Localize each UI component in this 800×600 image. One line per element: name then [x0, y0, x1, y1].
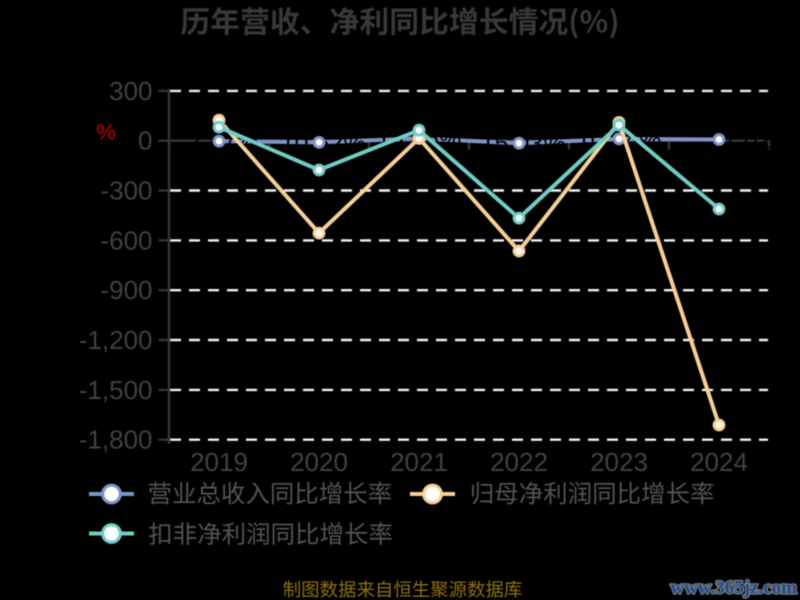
legend-item-non-recurring-profit-growth[interactable]: 扣非净利润同比增长率 [89, 520, 394, 548]
watermark-text: www.365jz.com [670, 578, 797, 599]
chart-title-glyphs [180, 6, 618, 39]
x-tick-label: 2020 [290, 447, 348, 477]
ticklabel-layer: 300 0 -300 -600 -900 -1,200 -1,500 -1,800 2019 20… [79, 76, 748, 477]
data-point-marker [512, 136, 526, 150]
legend-label-glyphs [149, 522, 392, 545]
data-point-marker [212, 134, 226, 148]
y-tick-label: -300 [100, 176, 152, 206]
watermark: www.365jz.com www.365jz.com [669, 576, 798, 599]
data-point-label: 7.02% [723, 127, 794, 155]
x-tick-label: 2024 [690, 447, 748, 477]
y-tick-label: -1,500 [79, 375, 153, 405]
data-point-marker [212, 120, 226, 134]
x-tick-label: 2022 [490, 447, 548, 477]
chart-title: 历年营收、净利同比增长情况(%) [180, 6, 618, 39]
data-point-marker [712, 133, 726, 146]
data-point-marker [712, 202, 726, 216]
x-tick-label: 2021 [390, 447, 448, 477]
data-point-marker [312, 226, 326, 240]
series-1 [212, 113, 726, 432]
series-line [217, 118, 721, 427]
data-point-marker [312, 163, 326, 177]
legend-label-glyphs [148, 481, 391, 505]
data-point-marker [512, 244, 526, 258]
y-axis-unit-label: % [96, 120, 116, 145]
data-point-marker [412, 123, 426, 137]
source-note-glyphs [283, 580, 522, 598]
x-tick-label: 2019 [190, 447, 248, 477]
source-note: 制图数据来自恒生聚源数据库 [283, 580, 522, 598]
data-point-marker [512, 211, 526, 225]
y-tick-label: -900 [100, 275, 152, 305]
data-point-marker [312, 136, 326, 149]
watermark-outline-text: www.365jz.com [670, 578, 797, 599]
y-tick-label: 300 [109, 76, 152, 106]
legend: 营业总收入同比增长率 归母净利润同比增长率 扣非净利润同比增长率 [89, 480, 717, 548]
legend-marker-icon [101, 523, 122, 544]
legend-marker-icon [422, 483, 443, 505]
y-tick-label: 0 [138, 126, 152, 156]
legend-label-glyphs [471, 481, 714, 505]
y-tick-label: -1,800 [79, 425, 153, 455]
y-tick-label: -600 [100, 225, 152, 255]
data-point-marker [712, 418, 726, 432]
series-2 [212, 118, 726, 225]
series-line [217, 123, 721, 221]
data-point-marker [612, 118, 626, 132]
legend-marker-icon [101, 483, 122, 505]
x-tick-label: 2023 [590, 447, 648, 477]
series-layer: -2.47%-10.52%13.96%-15.03%10.84%7.02% [179, 113, 794, 432]
legend-item-revenue-growth[interactable]: 营业总收入同比增长率 [89, 480, 394, 508]
y-tick-label: -1,200 [79, 325, 153, 355]
legend-item-net-profit-growth[interactable]: 归母净利润同比增长率 [410, 480, 717, 508]
grid-layer [170, 89, 768, 441]
